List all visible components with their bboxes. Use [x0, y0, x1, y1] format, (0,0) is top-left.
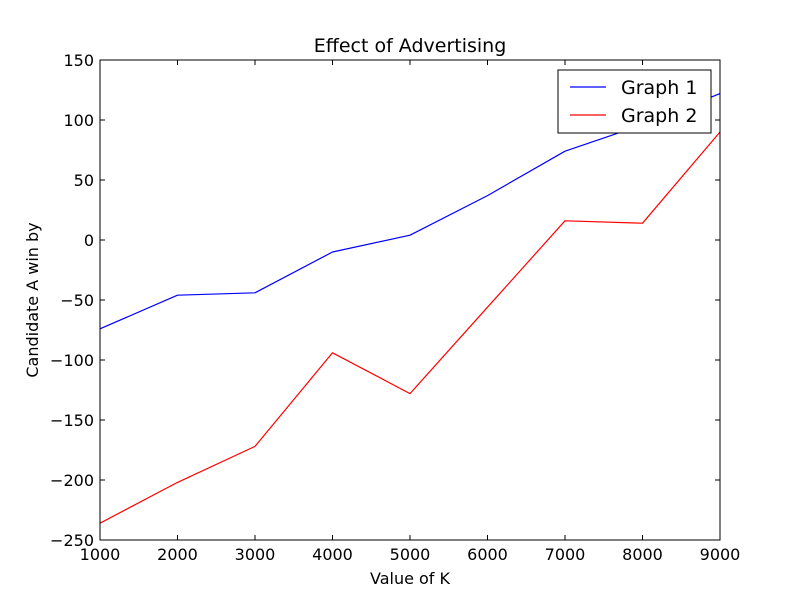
y-tick-label: −250 [50, 531, 94, 550]
series-layer [99, 93, 721, 524]
y-tick-label: 150 [63, 51, 94, 70]
legend-box [557, 69, 712, 134]
x-tick-label: 6000 [467, 545, 508, 564]
x-tick-label: 4000 [312, 545, 353, 564]
x-tick-label: 5000 [390, 545, 431, 564]
x-axis-label: Value of K [370, 569, 451, 588]
y-tick-label: −50 [60, 291, 94, 310]
y-tick-label: −100 [50, 351, 94, 370]
chart-title: Effect of Advertising [314, 35, 507, 57]
x-tick-label: 9000 [700, 545, 741, 564]
x-tick-label: 7000 [545, 545, 586, 564]
y-axis-label: Candidate A win by [23, 222, 42, 377]
legend: Graph 1 Graph 2 [557, 69, 712, 134]
plot-frame [99, 59, 721, 541]
x-tick-label: 1000 [80, 545, 121, 564]
y-tick-label: −150 [50, 411, 94, 430]
y-tick-label: 0 [84, 231, 94, 250]
plot-area [100, 60, 720, 540]
legend-label-graph-1: Graph 1 [621, 77, 697, 99]
x-tick-label: 3000 [235, 545, 276, 564]
series-line-graph-1 [99, 93, 721, 330]
series-line-graph-2 [99, 131, 721, 524]
y-tick-label: −200 [50, 471, 94, 490]
legend-label-graph-2: Graph 2 [621, 105, 697, 127]
x-tick-label: 8000 [622, 545, 663, 564]
y-tick-label: 100 [63, 111, 94, 130]
y-tick-label: 50 [74, 171, 94, 190]
x-tick-label: 2000 [157, 545, 198, 564]
ticks-layer: 1000 2000 3000 4000 5000 6000 7000 8000 90001501… [50, 51, 740, 564]
